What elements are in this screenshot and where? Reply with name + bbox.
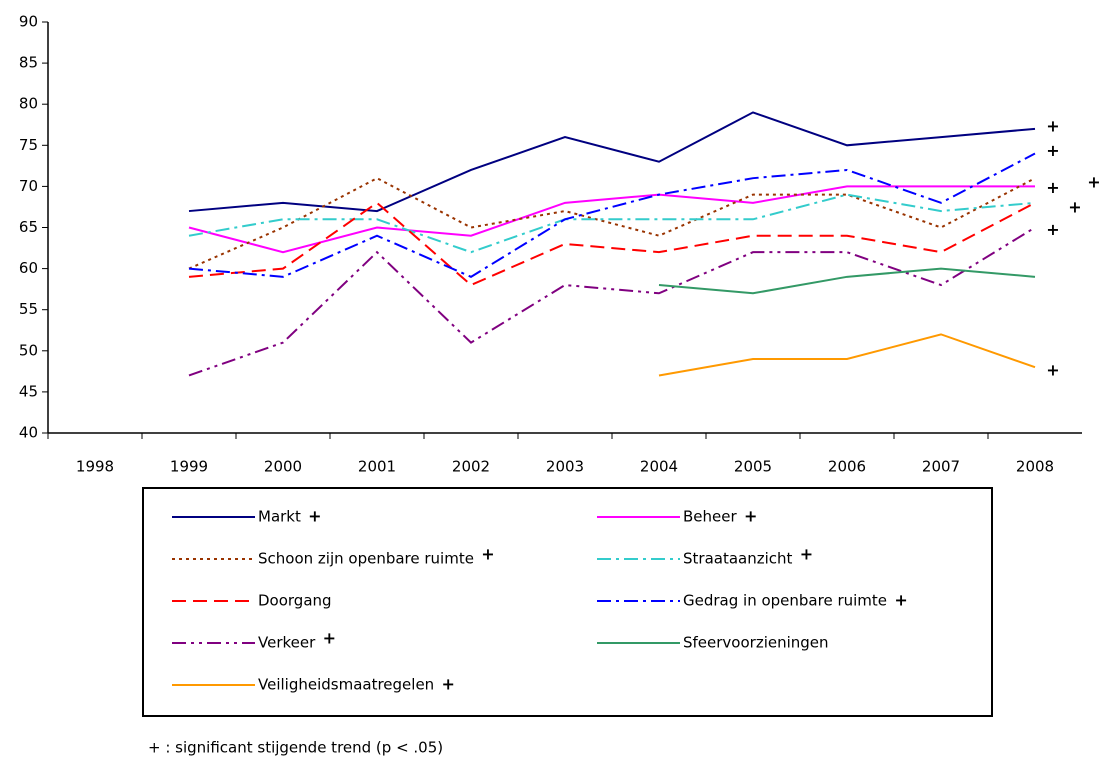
y-tick-label: 40: [19, 424, 38, 442]
trend-marker: +: [1087, 173, 1100, 192]
legend-trend-marker: +: [744, 507, 757, 526]
y-tick-label: 60: [19, 259, 38, 277]
series-line: [188, 201, 1036, 287]
legend-label: Verkeer: [258, 634, 316, 652]
legend-trend-marker: +: [481, 545, 494, 564]
x-tick-label: 2006: [828, 458, 866, 476]
x-tick-label: 2002: [452, 458, 490, 476]
series-line: [188, 193, 1036, 254]
x-tick-label: 2008: [1016, 458, 1054, 476]
x-tick-label: 2004: [640, 458, 678, 476]
legend-trend-marker: +: [308, 507, 321, 526]
series-line: [188, 185, 1035, 254]
y-tick-label: 50: [19, 341, 38, 359]
x-tick-label: 2003: [546, 458, 584, 476]
legend-label: Veiligheidsmaatregelen: [258, 676, 434, 694]
legend-trend-marker: +: [441, 675, 454, 694]
series-line: [188, 152, 1036, 278]
legend-label: Markt: [258, 508, 301, 526]
x-tick-label: 2005: [734, 458, 772, 476]
x-tick-label: 1998: [76, 458, 114, 476]
series-line: [658, 267, 1036, 295]
y-tick-label: 85: [19, 54, 38, 72]
trend-marker: +: [1046, 116, 1059, 135]
y-tick-label: 45: [19, 382, 38, 400]
legend-label: Gedrag in openbare ruimte: [683, 592, 887, 610]
series-line: [188, 226, 1036, 377]
y-tick-label: 80: [19, 95, 38, 113]
y-tick-label: 90: [19, 13, 38, 31]
trend-marker: +: [1046, 361, 1059, 380]
x-tick-label: 2001: [358, 458, 396, 476]
y-tick-label: 75: [19, 136, 38, 154]
y-tick-label: 55: [19, 300, 38, 318]
trend-marker: +: [1046, 178, 1059, 197]
legend-box: [142, 487, 993, 717]
trend-marker: +: [1068, 197, 1081, 216]
y-tick-label: 65: [19, 218, 38, 236]
y-tick-label: 70: [19, 177, 38, 195]
footnote: + : significant stijgende trend (p < .05…: [148, 739, 443, 757]
trend-marker: +: [1046, 220, 1059, 239]
legend-trend-marker: +: [323, 629, 336, 648]
legend-label: Doorgang: [258, 592, 332, 610]
legend-trend-marker: +: [800, 545, 813, 564]
legend-label: Sfeervoorzieningen: [683, 634, 829, 652]
legend-label: Beheer: [683, 508, 737, 526]
series-line: [188, 177, 1036, 270]
legend-label: Schoon zijn openbare ruimte: [258, 550, 474, 568]
series-line: [188, 111, 1036, 213]
series-line: [658, 333, 1036, 377]
legend-label: Straataanzicht: [683, 550, 793, 568]
x-tick-label: 2000: [264, 458, 302, 476]
x-tick-label: 1999: [170, 458, 208, 476]
x-tick-label: 2007: [922, 458, 960, 476]
trend-marker: +: [1046, 141, 1059, 160]
legend-trend-marker: +: [894, 591, 907, 610]
